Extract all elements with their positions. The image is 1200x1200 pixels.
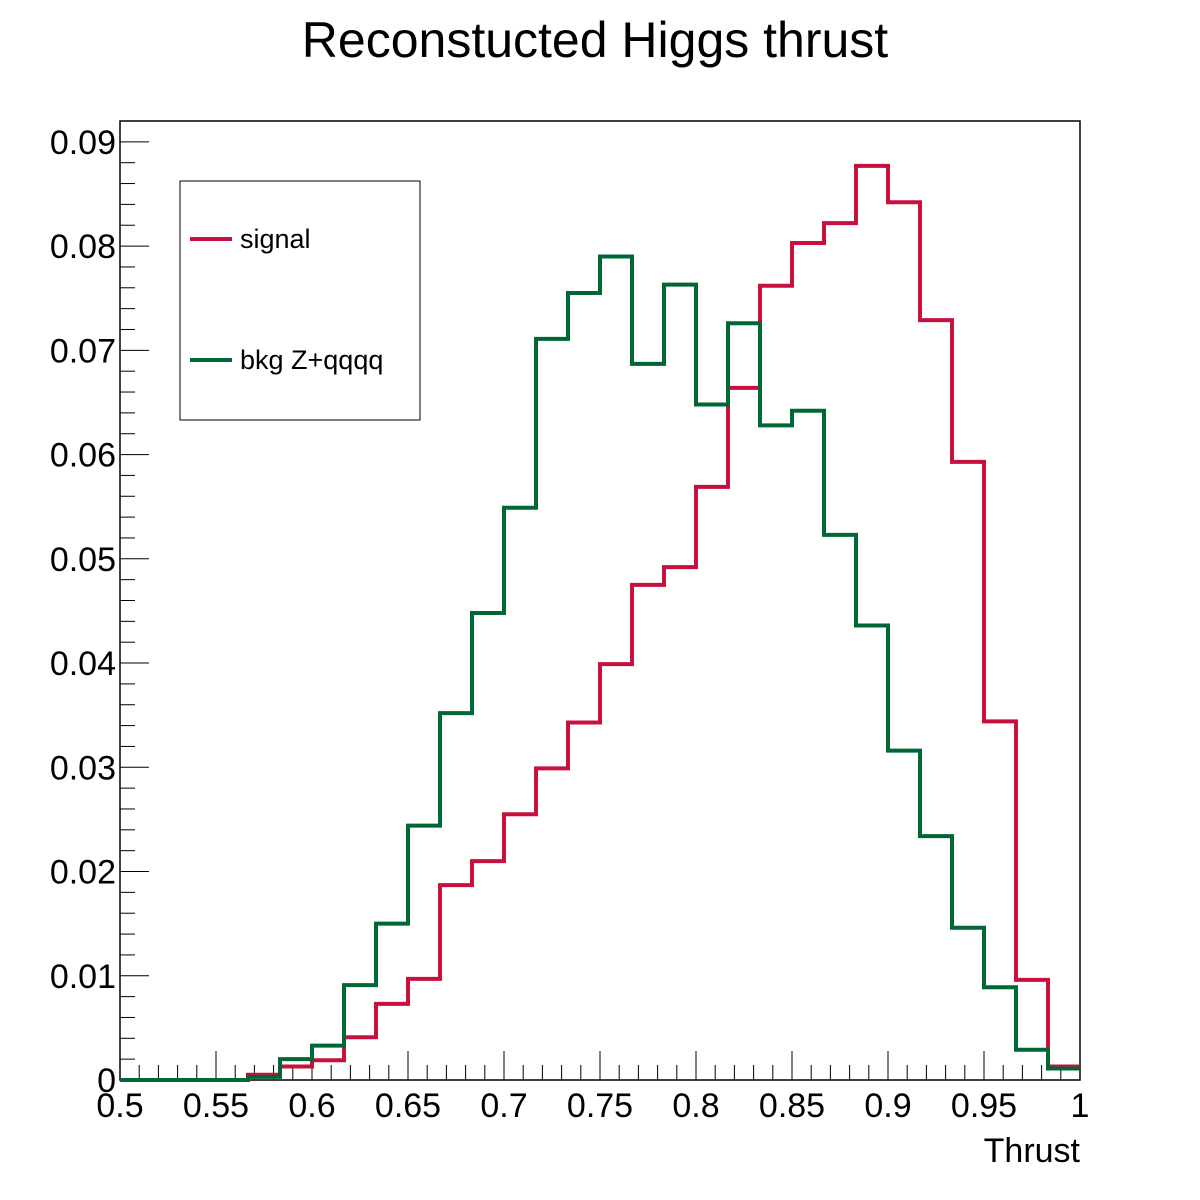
y-tick-label: 0.07 bbox=[50, 332, 116, 370]
x-tick-label: 0.5 bbox=[96, 1087, 143, 1125]
x-axis-label: Thrust bbox=[984, 1132, 1081, 1170]
x-tick-label: 0.55 bbox=[183, 1087, 249, 1125]
series-layer bbox=[120, 163, 1080, 1082]
legend-label: signal bbox=[240, 224, 311, 254]
y-tick-label: 0.03 bbox=[50, 749, 116, 787]
x-axis: 0.5 0.55 0.6 0.65 0.7 0.75 0.8 0.85 0.9 0.95 1 bbox=[96, 1051, 1089, 1125]
x-tick-label: 0.9 bbox=[864, 1087, 911, 1125]
y-tick-label: 0.09 bbox=[50, 124, 116, 162]
y-tick-label: 0.06 bbox=[50, 437, 116, 475]
legend-box bbox=[179, 180, 421, 421]
y-tick-label: 0.04 bbox=[50, 645, 116, 683]
y-axis: 0 0.01 0.02 0.03 0.04 0.05 0.06 0.07 0.08 0.09 bbox=[50, 120, 149, 1100]
series-line-1 bbox=[120, 254, 1080, 1082]
y-tick-label: 0.01 bbox=[50, 958, 116, 996]
y-tick-label: 0.08 bbox=[50, 228, 116, 266]
x-tick-label: 0.65 bbox=[375, 1087, 441, 1125]
x-tick-label: 1 bbox=[1071, 1087, 1090, 1125]
legend-label: bkg Z+qqqq bbox=[240, 345, 383, 375]
x-tick-label: 0.8 bbox=[672, 1087, 719, 1125]
series-line-0 bbox=[120, 163, 1080, 1082]
legend: signal bkg Z+qqqq bbox=[179, 180, 421, 421]
x-tick-label: 0.75 bbox=[567, 1087, 633, 1125]
chart-title: Reconstucted Higgs thrust bbox=[302, 12, 889, 68]
y-tick-label: 0.02 bbox=[50, 854, 116, 892]
y-tick-label: 0 bbox=[97, 1062, 116, 1100]
y-tick-label: 0.05 bbox=[50, 541, 116, 579]
x-tick-label: 0.85 bbox=[759, 1087, 825, 1125]
x-tick-label: 0.6 bbox=[288, 1087, 335, 1125]
x-tick-label: 0.7 bbox=[480, 1087, 527, 1125]
x-tick-label: 0.95 bbox=[951, 1087, 1017, 1125]
